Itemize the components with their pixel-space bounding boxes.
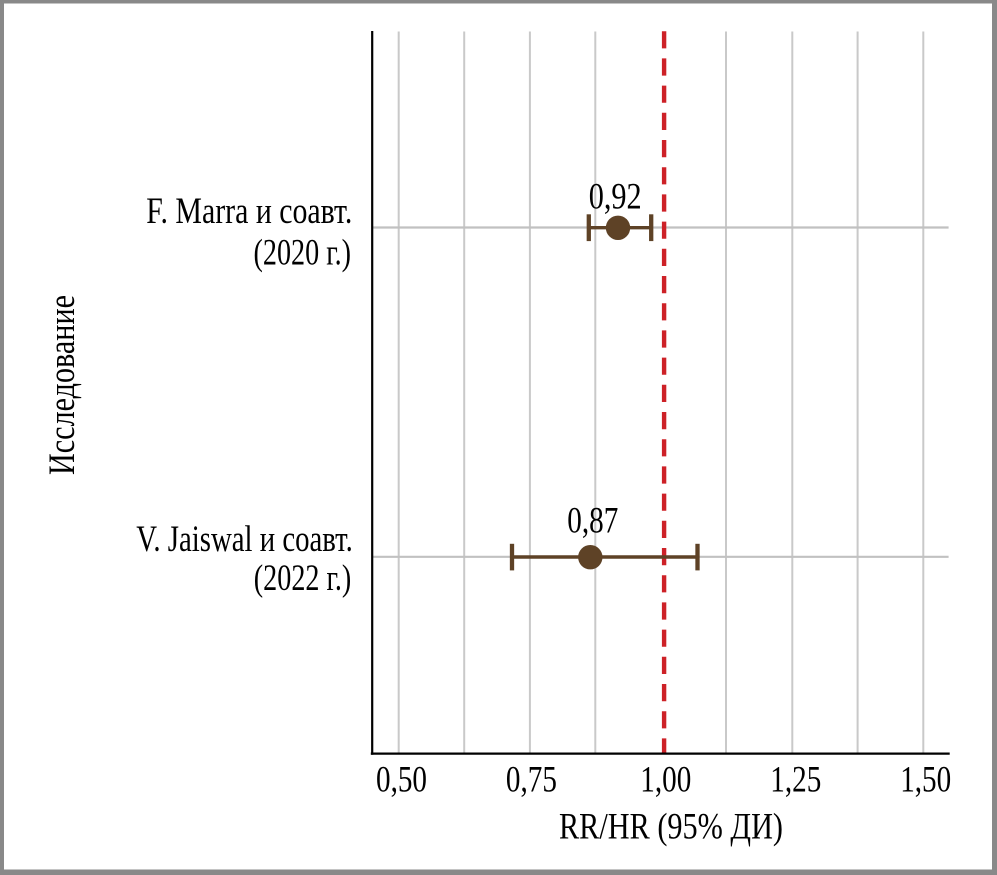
svg-text:Исследование: Исследование	[41, 295, 82, 475]
svg-text:1,25: 1,25	[770, 759, 821, 800]
svg-text:0,92: 0,92	[589, 175, 642, 216]
svg-text:(2022 г.): (2022 г.)	[254, 557, 352, 598]
svg-text:V. Jaiswal и соавт.: V. Jaiswal и соавт.	[136, 518, 353, 559]
svg-text:1,50: 1,50	[900, 759, 951, 800]
svg-text:0,50: 0,50	[376, 759, 427, 800]
svg-text:(2020 г.): (2020 г.)	[254, 231, 352, 272]
svg-text:F. Marra и соавт.: F. Marra и соавт.	[146, 190, 352, 231]
svg-text:0,87: 0,87	[567, 500, 618, 541]
svg-text:RR/HR (95% ДИ): RR/HR (95% ДИ)	[559, 805, 783, 846]
svg-text:1,00: 1,00	[640, 759, 691, 800]
svg-text:0,75: 0,75	[506, 759, 557, 800]
